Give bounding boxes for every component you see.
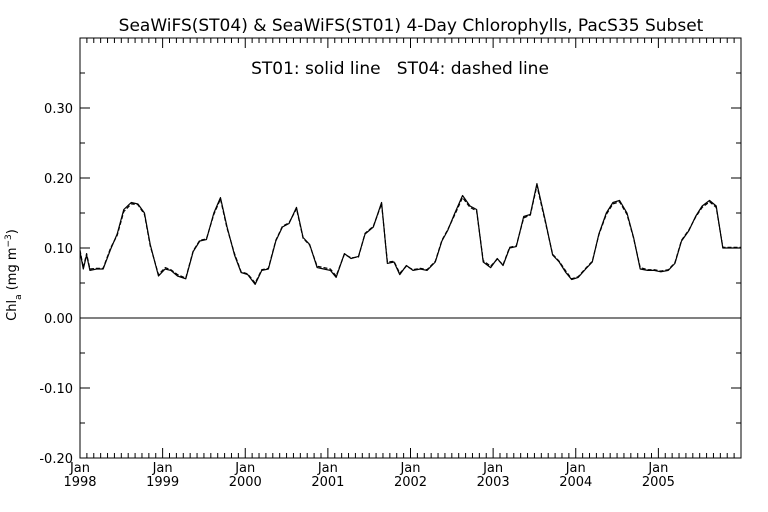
x-tick-month-label: Jan	[482, 461, 503, 476]
series-line-st04	[79, 185, 741, 284]
ylabel-sup: −3	[4, 234, 14, 247]
y-tick-label: 0.00	[44, 312, 73, 327]
y-tick-label: 0.20	[44, 172, 73, 187]
y-tick-label: -0.20	[39, 452, 73, 467]
plot-border	[79, 37, 742, 459]
x-tick-month-label: Jan	[69, 461, 90, 476]
x-tick-month-label: Jan	[317, 461, 338, 476]
x-tick-year-label: 2002	[394, 475, 427, 490]
x-tick-year-label: 1998	[63, 475, 96, 490]
ylabel-close: )	[5, 229, 20, 234]
x-tick-month-label: Jan	[565, 461, 586, 476]
x-tick-month-label: Jan	[647, 461, 668, 476]
y-tick-label: 0.30	[44, 102, 73, 117]
svg-text:Chla (mg m−3): Chla (mg m−3)	[4, 229, 24, 321]
x-tick-month-label: Jan	[234, 461, 255, 476]
series-layer	[79, 183, 741, 285]
x-tick-month-label: Jan	[399, 461, 420, 476]
chart-annotation: ST01: solid line ST04: dashed line	[251, 59, 549, 79]
y-tick-label: 0.10	[44, 242, 73, 257]
plot-frame	[79, 37, 742, 459]
ylabel-units: (mg m	[5, 247, 20, 294]
chart-title: SeaWiFS(ST04) & SeaWiFS(ST01) 4-Day Chlo…	[119, 16, 704, 36]
x-tick-year-label: 2005	[642, 475, 675, 490]
x-axis: Jan1998Jan1999Jan2000Jan2001Jan2002Jan20…	[63, 38, 735, 490]
x-tick-year-label: 2003	[477, 475, 510, 490]
x-tick-year-label: 1999	[146, 475, 179, 490]
ylabel-sub: a	[14, 294, 24, 300]
series-line-st01	[79, 183, 741, 285]
x-tick-year-label: 2001	[311, 475, 344, 490]
ylabel-main: Chl	[5, 300, 20, 321]
x-tick-month-label: Jan	[152, 461, 173, 476]
y-tick-label: -0.10	[39, 382, 73, 397]
x-tick-year-label: 2004	[559, 475, 592, 490]
x-tick-year-label: 2000	[229, 475, 262, 490]
y-axis: -0.20 -0.10 0.00 0.10 0.20 0.30	[39, 72, 741, 467]
y-axis-title: Chla (mg m−3)	[4, 229, 24, 321]
